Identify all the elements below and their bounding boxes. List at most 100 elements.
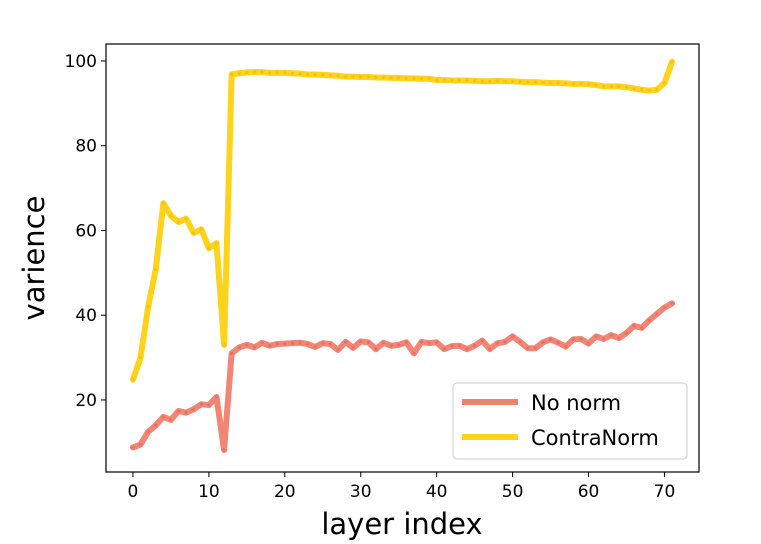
- data-point-no-norm: [328, 342, 332, 346]
- data-point-no-norm: [594, 334, 598, 338]
- x-tick-label: 50: [502, 482, 524, 502]
- data-point-contranorm: [321, 73, 325, 77]
- data-point-no-norm: [214, 395, 219, 399]
- data-point-no-norm: [176, 409, 181, 413]
- data-point-contranorm: [328, 73, 332, 77]
- x-axis-ticks: 0 10 20 30 40 50 60 70: [128, 472, 675, 502]
- data-point-contranorm: [366, 75, 370, 79]
- data-point-contranorm: [336, 74, 340, 78]
- data-point-no-norm: [230, 351, 234, 355]
- data-point-contranorm: [662, 81, 667, 85]
- data-point-contranorm: [260, 70, 264, 74]
- data-point-contranorm: [427, 77, 431, 81]
- data-point-contranorm: [237, 71, 241, 75]
- data-point-no-norm: [381, 341, 386, 345]
- data-point-no-norm: [237, 345, 241, 350]
- data-point-contranorm: [404, 76, 408, 80]
- data-point-no-norm: [556, 341, 560, 345]
- data-point-contranorm: [450, 78, 454, 83]
- data-point-contranorm: [624, 85, 629, 89]
- data-point-no-norm: [541, 340, 545, 344]
- data-point-contranorm: [571, 82, 575, 86]
- data-point-no-norm: [488, 347, 492, 351]
- data-point-no-norm: [617, 336, 621, 340]
- legend: No norm ContraNorm: [452, 382, 688, 460]
- data-point-no-norm: [161, 415, 165, 419]
- data-point-contranorm: [214, 241, 219, 245]
- data-point-no-norm: [138, 442, 143, 447]
- data-point-contranorm: [647, 89, 651, 93]
- data-point-no-norm: [184, 411, 188, 415]
- data-point-no-norm: [154, 423, 158, 427]
- data-point-no-norm: [245, 343, 249, 347]
- data-point-contranorm: [609, 84, 613, 88]
- data-point-no-norm: [222, 448, 226, 452]
- data-point-no-norm: [640, 326, 644, 330]
- legend-label-contranorm: ContraNorm: [531, 426, 659, 450]
- data-point-contranorm: [252, 70, 257, 74]
- data-point-contranorm: [154, 267, 158, 272]
- data-point-contranorm: [655, 88, 659, 92]
- data-point-no-norm: [404, 340, 408, 344]
- data-point-contranorm: [412, 76, 416, 80]
- data-point-no-norm: [548, 337, 553, 341]
- data-point-no-norm: [435, 340, 439, 344]
- y-tick-label: 20: [75, 391, 97, 411]
- legend-label-no-norm: No norm: [531, 391, 621, 415]
- data-point-no-norm: [305, 342, 310, 346]
- data-point-no-norm: [169, 418, 173, 422]
- data-point-no-norm: [343, 340, 348, 344]
- data-point-no-norm: [298, 341, 302, 345]
- data-point-no-norm: [192, 407, 196, 411]
- y-axis-title: varience: [17, 196, 51, 321]
- data-point-contranorm: [526, 80, 530, 84]
- data-point-contranorm: [594, 83, 598, 87]
- data-point-contranorm: [359, 75, 363, 79]
- data-point-no-norm: [503, 340, 507, 344]
- data-point-contranorm: [381, 75, 386, 80]
- data-point-contranorm: [457, 78, 462, 83]
- data-point-no-norm: [533, 346, 537, 350]
- y-tick-label: 60: [75, 221, 97, 241]
- data-point-contranorm: [268, 71, 272, 75]
- data-point-contranorm: [564, 81, 568, 86]
- data-point-no-norm: [655, 312, 659, 316]
- data-point-no-norm: [290, 341, 294, 345]
- data-point-no-norm: [586, 342, 591, 346]
- data-point-no-norm: [609, 333, 613, 337]
- data-point-contranorm: [533, 80, 537, 84]
- data-point-contranorm: [389, 76, 393, 80]
- data-point-no-norm: [457, 344, 462, 348]
- x-axis-title: layer index: [321, 507, 482, 541]
- data-point-no-norm: [662, 305, 667, 310]
- data-point-no-norm: [336, 348, 340, 352]
- x-tick-label: 60: [578, 482, 600, 502]
- data-point-contranorm: [230, 72, 234, 77]
- y-tick-label: 40: [75, 306, 97, 326]
- data-point-no-norm: [526, 346, 530, 350]
- data-point-contranorm: [207, 246, 211, 250]
- data-point-no-norm: [510, 334, 515, 338]
- y-axis-ticks: 20 40 60 80 100: [65, 52, 106, 411]
- data-point-no-norm: [275, 342, 279, 346]
- data-point-no-norm: [571, 337, 575, 341]
- data-point-no-norm: [564, 344, 568, 349]
- x-tick-label: 30: [350, 482, 372, 502]
- data-point-contranorm: [176, 220, 181, 224]
- data-point-no-norm: [260, 341, 264, 345]
- data-point-no-norm: [419, 340, 424, 344]
- data-point-no-norm: [283, 342, 287, 346]
- data-point-no-norm: [579, 337, 583, 341]
- data-point-contranorm: [435, 78, 439, 82]
- data-point-contranorm: [556, 81, 560, 85]
- series-layer: [129, 58, 676, 453]
- data-point-contranorm: [131, 378, 135, 382]
- data-point-contranorm: [548, 81, 553, 85]
- data-point-contranorm: [632, 86, 636, 91]
- data-point-no-norm: [199, 402, 203, 406]
- data-point-no-norm: [313, 345, 317, 349]
- data-point-no-norm: [321, 341, 325, 345]
- data-point-contranorm: [617, 84, 621, 88]
- data-point-contranorm: [579, 82, 583, 86]
